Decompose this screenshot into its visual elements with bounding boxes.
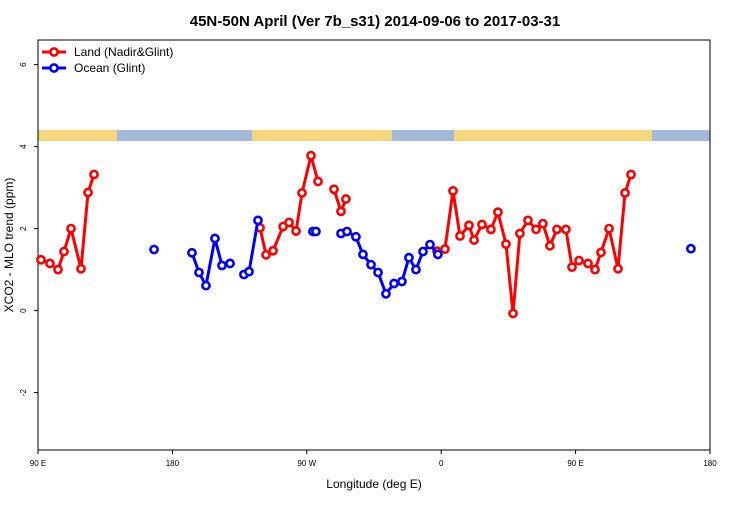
data-point [685,243,696,254]
plot-frame [37,39,711,451]
legend-label: Ocean (Glint) [74,61,145,75]
ocean-band [652,130,710,141]
x-tick-label: 90 E [567,459,583,468]
data-point [311,226,321,237]
data-point [366,259,376,270]
data-point [261,249,271,260]
data-point [313,176,323,187]
data-point [341,194,351,204]
data-point [537,218,548,229]
data-point [83,187,93,198]
data-point [217,260,227,271]
data-point [477,219,487,230]
data-point [418,246,428,257]
y-axis-label: XCO2 - MLO trend (ppm) [2,178,16,313]
data-point [523,215,533,226]
data-point [486,224,496,235]
x-tick-label: 0 [439,459,444,468]
data-point [336,206,346,217]
y-tick-label: 6 [19,62,28,67]
data-point [253,215,263,226]
data-point [560,224,571,235]
data-point [389,278,399,289]
data-point [210,233,220,244]
data-point [411,264,421,275]
data-point [194,267,204,278]
data-point [66,223,76,234]
data-point [531,224,541,235]
map-strip [38,130,710,141]
y-tick-label: 4 [19,144,28,149]
legend-marker [49,47,59,57]
data-point [425,239,435,250]
legend-marker [49,63,59,73]
data-point [291,226,301,236]
x-tick-label: 90 W [297,459,316,468]
data-point [493,207,503,218]
series-line [40,154,633,315]
data-point [244,266,254,277]
data-point [455,231,465,241]
data-point [613,263,623,274]
data-point [404,252,414,263]
data-point [36,254,46,265]
data-point [201,280,211,291]
data-point [297,188,307,198]
data-point [596,247,606,258]
data-point [626,169,636,180]
y-tick-label: -2 [19,388,28,396]
data-point [514,228,525,239]
x-axis-label: Longitude (deg E) [326,477,421,491]
data-point [373,267,383,278]
data-point [329,184,339,195]
data-point [351,231,361,242]
data-point [448,185,458,196]
ocean-band [117,130,252,141]
data-point [284,217,294,228]
legend-label: Land (Nadir&Glint) [74,45,173,59]
data-point [268,245,278,256]
data-point [620,188,630,198]
data-point [59,246,69,257]
data-point [306,150,316,161]
data-point [604,223,614,234]
data-point [89,169,99,180]
data-point [574,255,584,266]
data-point [567,262,577,273]
data-point [397,276,407,287]
data-point [583,258,593,269]
x-tick-label: 180 [703,459,717,468]
data-point [76,263,86,274]
data-point [501,239,511,250]
ocean-band [392,130,454,141]
data-point [545,240,555,251]
data-point [440,244,450,254]
data-point [45,258,55,269]
data-point [508,308,518,319]
y-tick-label: 2 [19,226,28,231]
x-tick-label: 90 E [30,459,46,468]
data-point [187,247,197,258]
y-tick-label: 0 [19,308,28,313]
data-point [590,264,600,275]
data-point [53,264,63,275]
data-point [464,220,474,231]
land-band [38,130,710,141]
data-point [149,244,159,255]
data-point [469,235,479,245]
data-point [342,226,352,237]
data-point [433,249,443,260]
data-point [552,224,562,235]
data-point [225,258,235,269]
data-point [358,249,368,260]
x-tick-label: 180 [166,459,180,468]
data-point [381,288,391,299]
chart-title: 45N-50N April (Ver 7b_s31) 2014-09-06 to… [190,13,560,30]
